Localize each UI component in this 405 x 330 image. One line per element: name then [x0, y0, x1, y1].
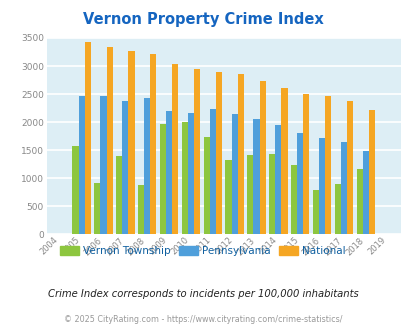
Bar	[116, 156, 122, 234]
Bar	[166, 111, 172, 234]
Bar	[312, 190, 318, 234]
Bar	[150, 54, 156, 234]
Bar	[122, 101, 128, 234]
Bar	[253, 119, 259, 234]
Text: Vernon Property Crime Index: Vernon Property Crime Index	[83, 12, 322, 26]
Bar	[231, 114, 237, 234]
Bar	[290, 165, 296, 234]
Bar	[356, 169, 362, 234]
Text: Crime Index corresponds to incidents per 100,000 inhabitants: Crime Index corresponds to incidents per…	[47, 289, 358, 299]
Bar	[172, 64, 178, 234]
Bar	[247, 155, 253, 234]
Bar	[94, 183, 100, 234]
Bar	[209, 109, 215, 234]
Bar	[128, 51, 134, 234]
Bar	[324, 96, 330, 234]
Bar	[318, 138, 324, 234]
Bar	[85, 42, 91, 234]
Bar	[106, 47, 113, 234]
Bar	[275, 125, 281, 234]
Bar	[368, 110, 374, 234]
Bar	[160, 124, 166, 234]
Bar	[237, 74, 243, 234]
Bar	[346, 101, 352, 234]
Bar	[269, 154, 275, 234]
Bar	[144, 98, 150, 234]
Bar	[188, 113, 194, 234]
Bar	[340, 142, 346, 234]
Bar	[296, 133, 303, 234]
Bar	[194, 69, 200, 234]
Bar	[281, 88, 287, 234]
Bar	[225, 160, 231, 234]
Bar	[334, 184, 340, 234]
Bar	[362, 151, 368, 234]
Bar	[181, 122, 188, 234]
Bar	[203, 137, 209, 234]
Bar	[259, 81, 265, 234]
Legend: Vernon Township, Pennsylvania, National: Vernon Township, Pennsylvania, National	[56, 242, 349, 260]
Bar	[72, 146, 79, 234]
Bar	[138, 185, 144, 234]
Bar	[100, 96, 106, 234]
Bar	[215, 72, 222, 234]
Bar	[303, 94, 309, 234]
Text: © 2025 CityRating.com - https://www.cityrating.com/crime-statistics/: © 2025 CityRating.com - https://www.city…	[64, 315, 341, 324]
Bar	[79, 96, 85, 234]
